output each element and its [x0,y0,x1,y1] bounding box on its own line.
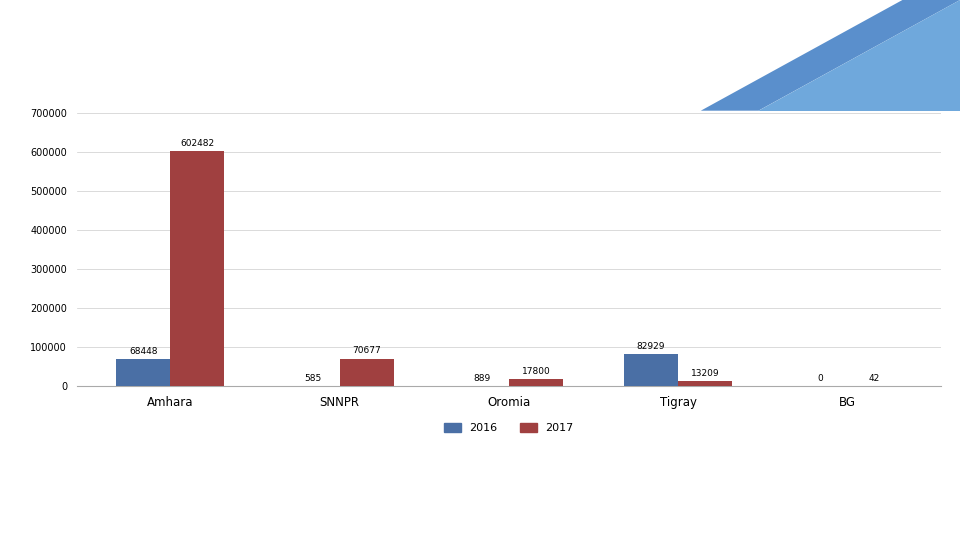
Text: 889: 889 [473,374,491,383]
Bar [340,359,394,386]
Text: 70677: 70677 [352,347,381,355]
Text: 602482: 602482 [180,139,214,148]
Text: other sub-Saharan African countries.: other sub-Saharan African countries. [43,479,288,492]
Text: 13209: 13209 [691,369,719,378]
Text: 82929: 82929 [636,342,665,350]
Polygon shape [758,0,960,111]
Text: •  Annual years of health life lost due to scabies in Ethiopia is 36 per 100,000: • Annual years of health life lost due t… [17,447,771,460]
Text: •  Children are most affected population group.: • Children are most affected population … [17,510,335,523]
Bar [509,379,563,386]
Text: 0: 0 [817,374,823,383]
Text: 585: 585 [303,374,321,383]
Bar [116,360,170,386]
Polygon shape [701,0,960,111]
Text: 42: 42 [869,374,880,383]
Bar [170,151,225,386]
Bar [624,354,678,386]
Text: Scabies cases reported by region, 2016-2017: Scabies cases reported by region, 2016-2… [24,41,756,70]
Legend: 2016, 2017: 2016, 2017 [440,419,578,438]
Text: 68448: 68448 [129,347,157,356]
Bar [678,381,732,386]
Text: 17800: 17800 [521,367,550,376]
